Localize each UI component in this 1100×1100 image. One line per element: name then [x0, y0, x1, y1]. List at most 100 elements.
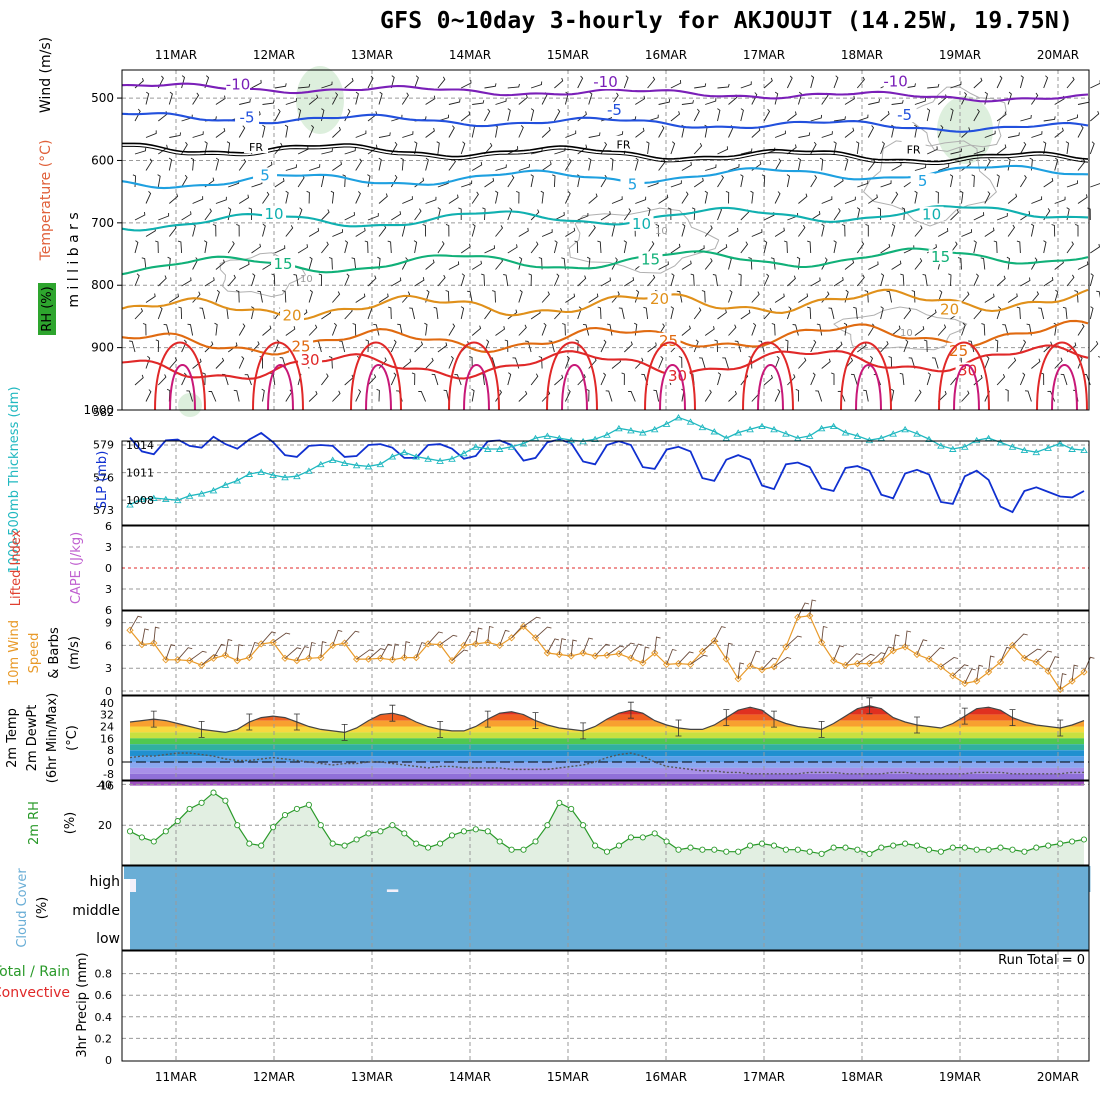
wind-barb — [387, 240, 392, 254]
wind-barb — [344, 273, 350, 287]
wind-barb — [621, 372, 625, 386]
rh-point — [246, 840, 253, 847]
wind-barb — [378, 157, 382, 171]
panel-frame — [121, 695, 1090, 781]
wind-barb — [1062, 306, 1068, 320]
wind-barb — [681, 260, 692, 270]
wind-barb — [518, 164, 530, 171]
isotherm-label: 20 — [282, 306, 301, 324]
cloud-high-bar — [923, 866, 936, 892]
wind-barb — [1066, 342, 1077, 353]
wind-barb — [1054, 357, 1063, 369]
wind-speed-point — [817, 638, 826, 647]
wind-barb — [922, 273, 928, 287]
wind-speed-point — [448, 656, 456, 665]
cape-tick-label: 6 — [105, 604, 112, 617]
wind-barb — [540, 190, 544, 204]
isotherm-label: 5 — [260, 166, 270, 184]
wind-barb — [189, 650, 207, 661]
thickness-point — [627, 427, 635, 434]
temp-minmax-bar — [484, 710, 491, 728]
wind-barb — [262, 191, 270, 204]
wind-barb — [717, 83, 730, 89]
wind-barb — [235, 290, 240, 303]
wind-barb — [701, 290, 706, 303]
wind-speed-point — [829, 656, 838, 665]
wind-barb — [373, 323, 380, 336]
wind-barb — [134, 108, 141, 122]
wind-barb — [134, 211, 146, 221]
wind-barb — [463, 630, 476, 646]
wind-barb — [740, 309, 751, 320]
wind-speed-point — [806, 612, 814, 620]
thickness-point — [996, 439, 1005, 446]
panel-frame — [121, 865, 1090, 951]
isotherm-label-bg — [253, 167, 278, 183]
wind-barb — [670, 180, 682, 188]
thickness-point — [1008, 443, 1017, 450]
wind-barb — [774, 158, 782, 171]
wind-barb — [810, 372, 816, 386]
wind-barb — [693, 339, 699, 353]
wind-barb — [1035, 650, 1053, 663]
wind-barb — [734, 340, 742, 353]
panel-frame — [121, 440, 1090, 526]
wind-barb — [1031, 92, 1039, 105]
isotherm-label: 10 — [632, 215, 651, 233]
wind-barb — [355, 293, 366, 303]
wind-barb — [134, 308, 144, 320]
wind-barb — [886, 290, 893, 303]
wind-barb — [215, 95, 226, 105]
wind-barb — [844, 95, 855, 105]
cloud-high-bar — [410, 866, 423, 892]
wind-speed-point — [734, 675, 742, 683]
isotherm-label-bg — [602, 102, 627, 118]
rh-area — [130, 792, 1084, 865]
wind-barb — [841, 224, 846, 237]
cloud-high-bar — [577, 866, 590, 892]
wind-barb — [274, 142, 283, 155]
wind-barb — [355, 91, 359, 105]
wind-barb — [833, 177, 844, 188]
cloud-high-bar — [803, 866, 817, 892]
cloud-high-bar — [1042, 866, 1055, 892]
rh-point — [902, 840, 909, 847]
wind-barb — [274, 108, 281, 122]
temp-minmax-bar — [771, 710, 777, 728]
wind-barb — [332, 92, 339, 105]
wind-barb — [738, 273, 742, 287]
temp-minmax-bar — [723, 709, 730, 726]
wind-barb — [717, 108, 721, 122]
wind-barb — [1090, 110, 1100, 122]
wind-barb — [562, 323, 566, 336]
thickness-point — [126, 501, 134, 508]
wind-barb — [192, 358, 202, 369]
wind-barb — [365, 339, 369, 353]
wind-barb — [165, 644, 176, 660]
thickness-point — [805, 432, 814, 439]
wind-barb — [503, 274, 509, 287]
wind-barb — [797, 91, 803, 105]
thickness-point — [674, 414, 683, 421]
wind-barb — [891, 260, 902, 270]
wind-barb — [192, 92, 200, 105]
cloud-high-bar — [505, 866, 518, 892]
cloud-high-bar — [469, 866, 483, 892]
temp-band — [130, 767, 1084, 774]
wind-barb — [530, 81, 543, 89]
wind-barb — [914, 258, 923, 270]
wind-barb — [403, 641, 411, 658]
wind-speed-point — [579, 649, 587, 657]
wind-barb — [467, 290, 473, 303]
wind-barb — [367, 213, 379, 221]
wind-barb — [1075, 223, 1079, 237]
thickness-point — [591, 435, 599, 443]
pressure-tick-label: 500 — [91, 91, 114, 105]
wind-barb — [952, 664, 969, 677]
wind-barb — [705, 98, 717, 105]
wind-barb — [554, 308, 563, 320]
wind-barb — [422, 224, 427, 237]
wind-barb — [950, 241, 958, 254]
wind-barb — [157, 374, 167, 386]
wind-barb — [843, 322, 848, 336]
